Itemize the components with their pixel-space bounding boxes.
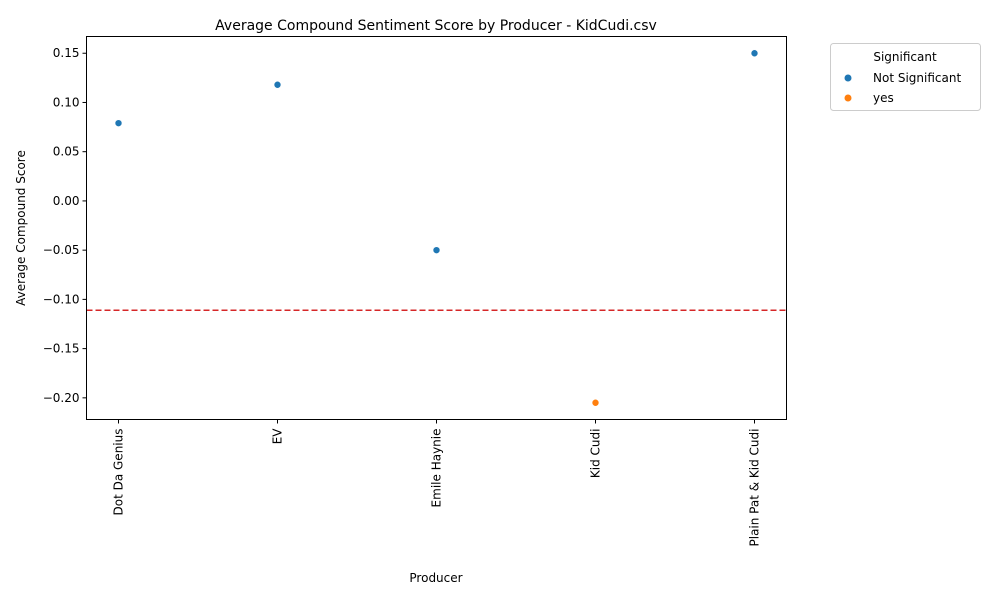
y-axis-ticks: −0.20 −0.15 −0.10 −0.05 0.00 0.05 0.10 0.15 (43, 46, 87, 405)
y-tick-label: 0.15 (53, 46, 80, 60)
y-tick-label: −0.05 (43, 243, 80, 257)
data-point (273, 80, 282, 89)
data-point (591, 398, 600, 407)
y-tick-label: −0.20 (43, 391, 80, 405)
y-axis-label: Average Compound Score (14, 150, 28, 306)
x-tick-label: EV (271, 428, 285, 445)
legend-title: Significant (873, 50, 937, 64)
data-point (750, 49, 759, 58)
legend-frame (830, 43, 981, 111)
x-tick-label: Kid Cudi (589, 429, 603, 479)
y-tick-label: 0.05 (53, 145, 80, 159)
legend-label-yes: yes (873, 91, 894, 105)
legend-marker-not-significant (844, 74, 852, 82)
y-tick-label: −0.10 (43, 292, 80, 306)
x-tick-label: Dot Da Genius (112, 429, 126, 516)
chart-title: Average Compound Sentiment Score by Prod… (215, 18, 657, 34)
legend-label-not-significant: Not Significant (873, 71, 961, 85)
y-tick-label: 0.00 (53, 194, 80, 208)
data-points (114, 49, 759, 407)
plot-frame (86, 36, 787, 420)
x-axis-ticks: Dot Da Genius EV Emile Haynie Kid Cudi Plain… (112, 419, 762, 547)
data-point (114, 119, 123, 127)
x-tick-label: Emile Haynie (430, 429, 444, 508)
x-tick-label: Plain Pat & Kid Cudi (748, 429, 762, 547)
data-point (432, 246, 441, 254)
y-tick-label: 0.10 (53, 95, 80, 109)
legend: Significant Not Significant yes (830, 43, 981, 111)
y-tick-label: −0.15 (43, 342, 80, 356)
legend-marker-yes (844, 94, 852, 102)
x-axis-label: Producer (409, 571, 462, 585)
